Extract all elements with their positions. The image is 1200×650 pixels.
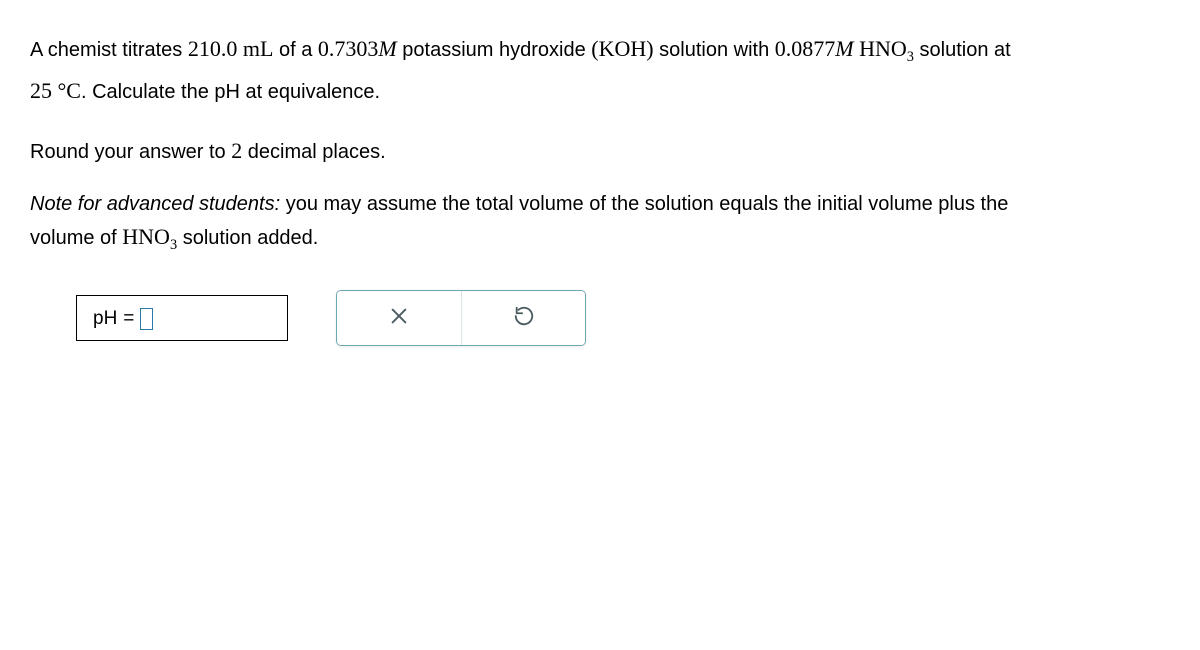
- text: solution added.: [177, 227, 318, 249]
- formula-hno3-base-2: HNO: [122, 224, 170, 249]
- note-line-2: volume of HNO3 solution added.: [30, 220, 1170, 254]
- text: decimal places.: [242, 141, 385, 163]
- concentration-2: 0.0877: [775, 36, 836, 61]
- text: potassium hydroxide: [397, 39, 592, 61]
- volume-value: 210.0 mL: [188, 36, 274, 61]
- answer-label-eq: =: [123, 308, 134, 330]
- answer-box: pH =: [76, 295, 288, 341]
- clear-icon: [388, 305, 410, 332]
- formula-hno3-base: HNO: [854, 36, 907, 61]
- temperature: 25 °C: [30, 78, 81, 103]
- concentration-1: 0.7303: [318, 36, 379, 61]
- text: solution at: [914, 39, 1011, 61]
- note-body-1: you may assume the total volume of the s…: [280, 193, 1008, 215]
- problem-line-1: A chemist titrates 210.0 mL of a 0.7303M…: [30, 28, 1170, 70]
- control-bar: [336, 290, 586, 346]
- clear-button[interactable]: [337, 291, 461, 345]
- reset-icon: [513, 305, 535, 332]
- rounding-instruction: Round your answer to 2 decimal places.: [30, 130, 1170, 172]
- formula-koh: (KOH): [591, 36, 653, 61]
- problem-statement: A chemist titrates 210.0 mL of a 0.7303M…: [30, 28, 1170, 254]
- text: Round your answer to: [30, 141, 231, 163]
- text: of a: [273, 39, 317, 61]
- text: solution with: [654, 39, 775, 61]
- decimal-count: 2: [231, 138, 242, 163]
- ph-input[interactable]: [140, 308, 153, 330]
- answer-label-ph: pH: [93, 308, 117, 330]
- problem-line-2: 25 °C. Calculate the pH at equivalence.: [30, 70, 1170, 112]
- molarity-2: M: [835, 36, 853, 61]
- formula-hno3-sub: 3: [907, 49, 914, 65]
- reset-button[interactable]: [461, 291, 585, 345]
- note-block: Note for advanced students: you may assu…: [30, 189, 1170, 254]
- text: A chemist titrates: [30, 39, 188, 61]
- text: . Calculate the pH at equivalence.: [81, 81, 380, 103]
- note-line-1: Note for advanced students: you may assu…: [30, 189, 1170, 220]
- text: volume of: [30, 227, 122, 249]
- note-label: Note for advanced students:: [30, 193, 280, 215]
- answer-row: pH =: [30, 290, 1170, 346]
- molarity-1: M: [378, 36, 396, 61]
